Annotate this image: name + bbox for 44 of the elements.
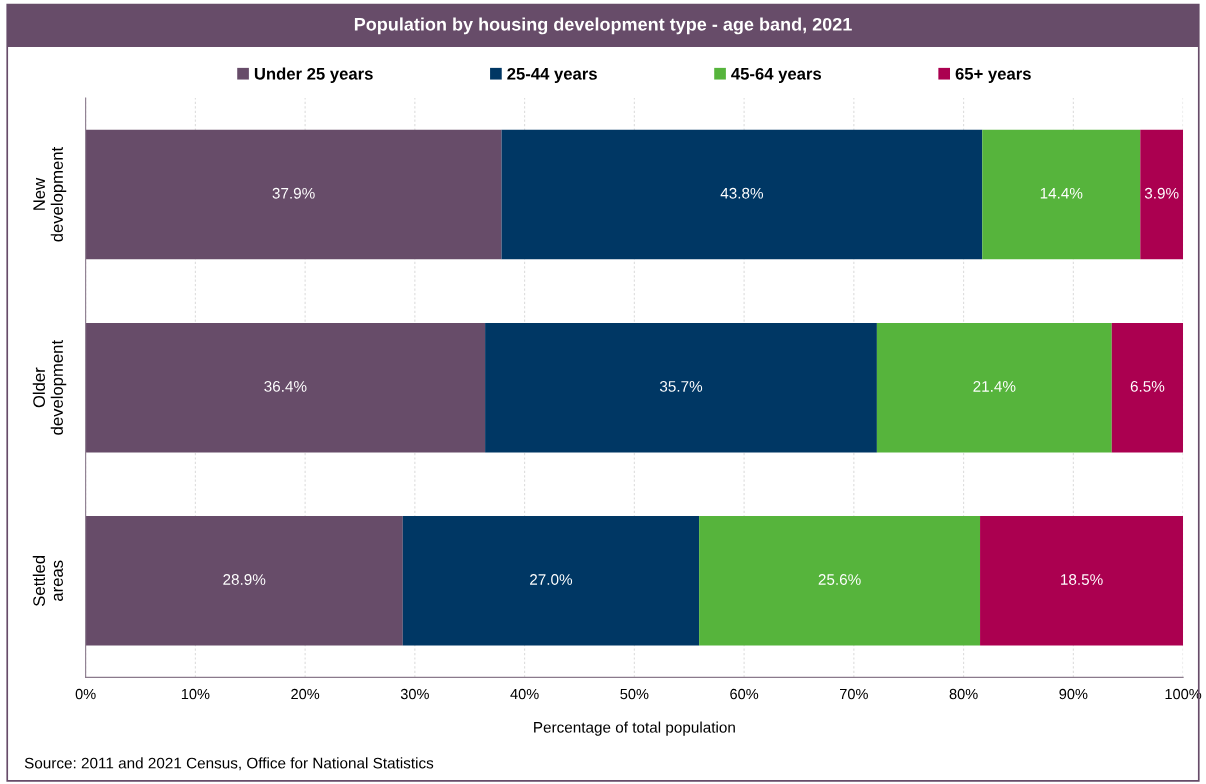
data-label: 28.9% [223,574,266,585]
legend-label: Under 25 years [254,67,373,83]
x-tick-label: 90% [1059,688,1088,700]
y-tick-label: Settled areas [32,555,63,606]
legend-label: 45-64 years [731,67,822,83]
bar [982,129,1141,260]
data-label: 27.0% [530,574,573,585]
x-tick-label: 80% [949,688,978,700]
y-tick-label: New development [33,146,67,242]
bar [85,129,502,260]
bar [699,516,981,646]
data-label: 43.8% [720,187,764,199]
x-tick-label: 20% [291,688,320,700]
chart-title: Population by housing development type - age band, 2021 [354,17,852,35]
bar [501,129,983,260]
data-label: 36.4% [264,380,307,392]
data-label: 37.9% [272,187,315,199]
data-label: 21.4% [973,380,1016,392]
data-label: 6.5% [1130,380,1165,392]
bar [876,322,1112,453]
x-tick-label: 70% [840,688,868,700]
bar [1111,322,1184,453]
x-tick-label: 40% [510,688,539,700]
data-label: 14.4% [1040,187,1083,199]
bar [485,322,877,453]
legend-label: 25-44 years [507,67,597,83]
x-axis-title: Percentage of total population [534,721,735,736]
legend-label: 65+ years [955,67,1031,83]
source-note: Source: 2011 and 2021 Census, Office for National Statistics [24,757,434,771]
data-label: 35.7% [659,380,703,392]
bar [85,322,486,453]
bar [980,516,1184,646]
x-tick-label: 0% [75,688,96,700]
x-tick-label: 10% [181,688,210,700]
bar [402,516,700,646]
x-tick-label: 30% [400,688,429,700]
x-tick-label: 50% [620,688,649,700]
data-label: 3.9% [1144,187,1179,199]
data-label: 25.6% [818,574,861,585]
x-tick-label: 60% [730,688,759,700]
bar [85,516,403,646]
bar [1140,129,1184,260]
y-tick-label: Older development [32,340,67,435]
data-label: 18.5% [1061,574,1103,585]
